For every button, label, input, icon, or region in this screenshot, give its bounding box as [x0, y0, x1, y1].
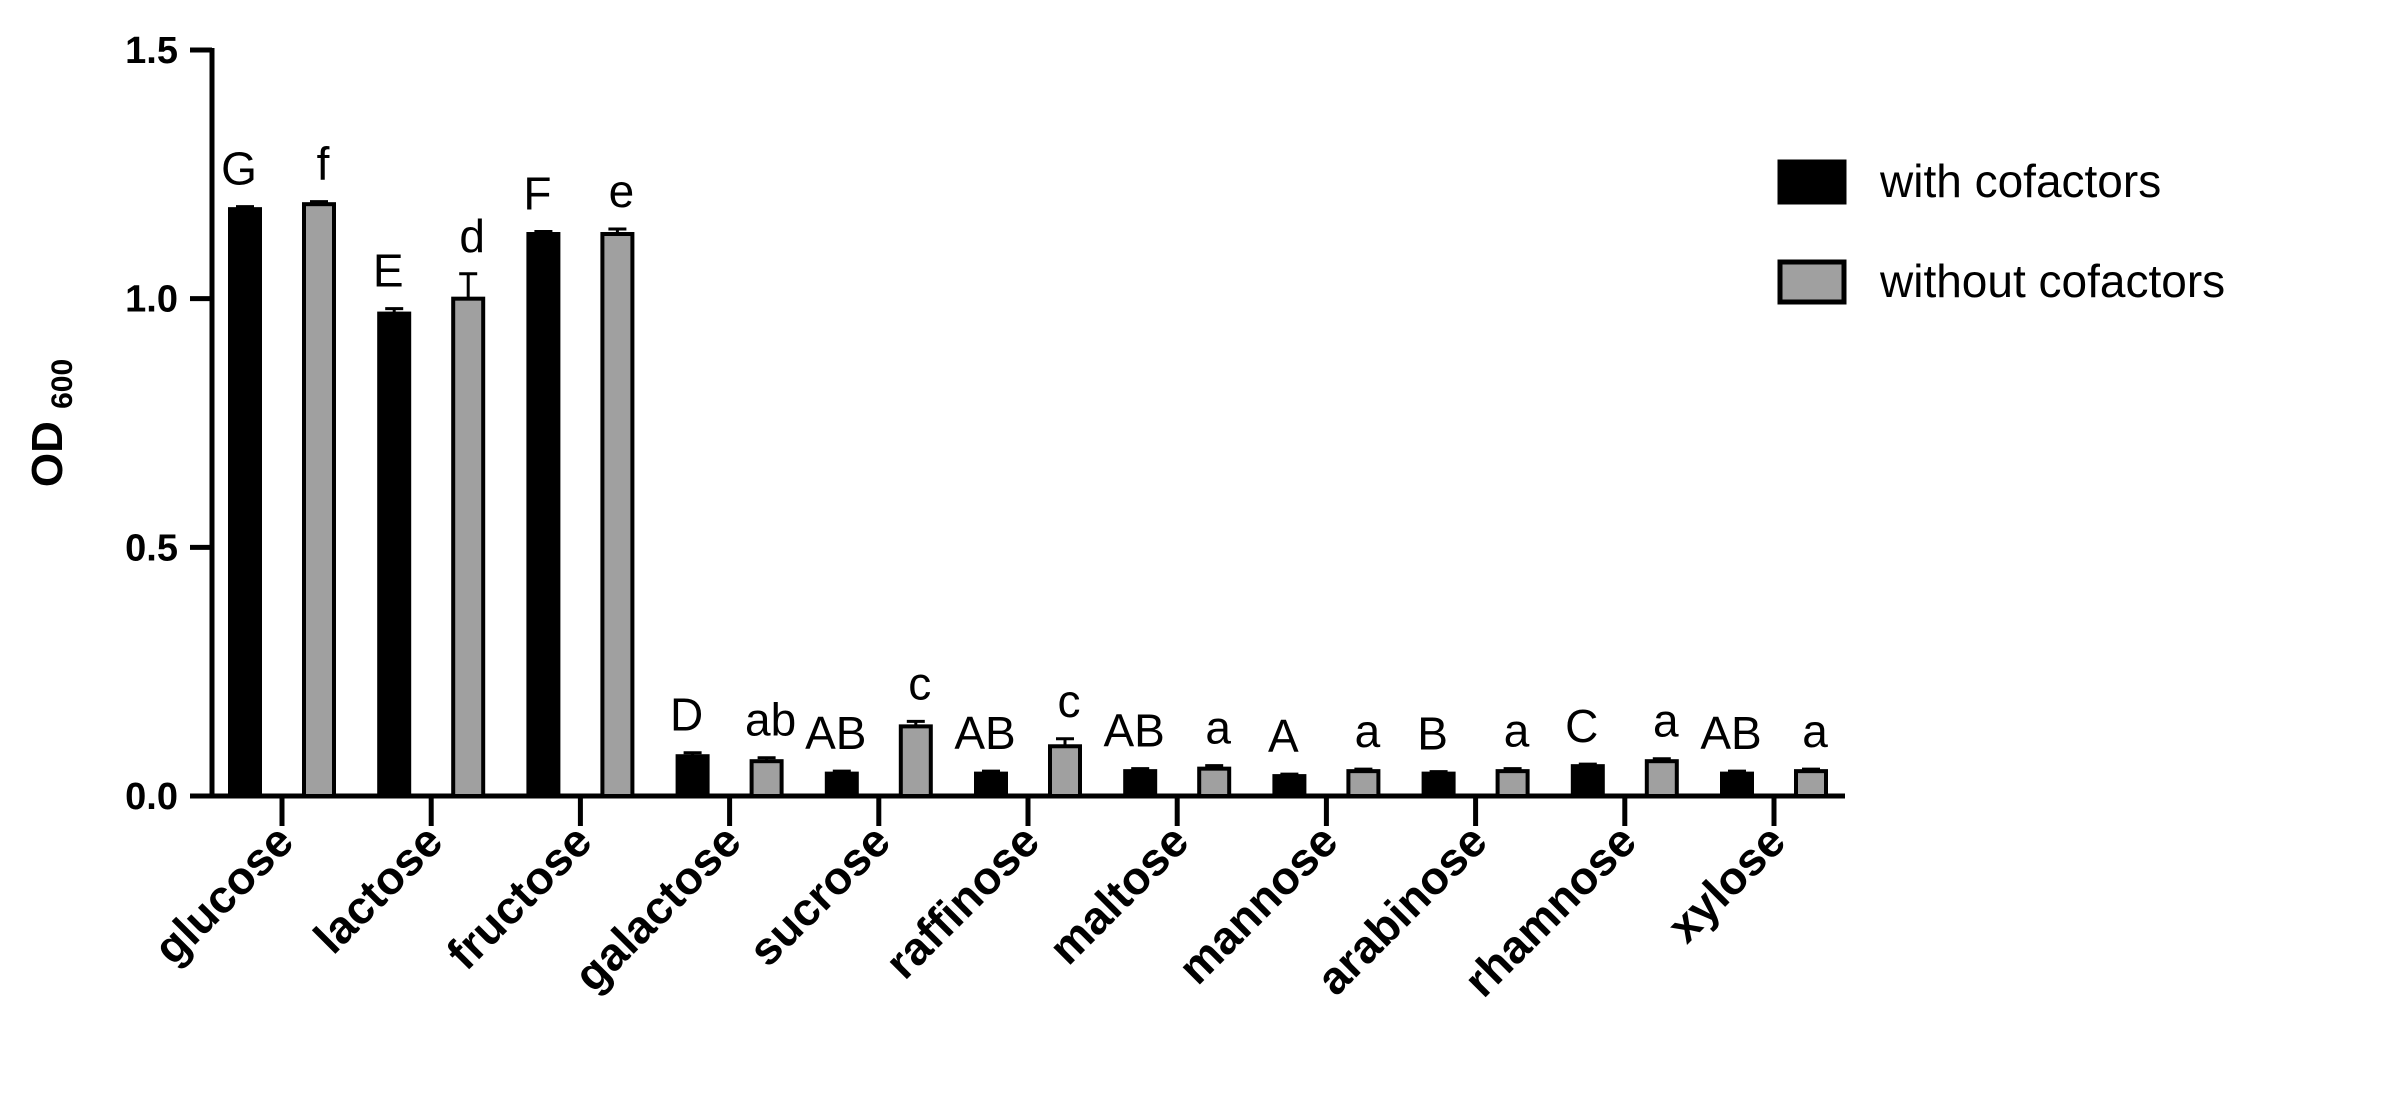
x-category-label: glucose	[143, 814, 303, 974]
significance-letter: B	[1417, 708, 1448, 760]
bar-with-cofactors	[526, 232, 561, 799]
significance-letter: d	[459, 210, 485, 262]
bar-without-cofactors	[1197, 766, 1232, 798]
significance-letter: ab	[745, 694, 796, 746]
bar-with-cofactors	[1123, 769, 1158, 799]
legend-swatch-with-cofactors	[1777, 159, 1847, 205]
significance-letter: D	[670, 689, 703, 741]
x-category-label: raffinose	[875, 814, 1049, 988]
bar-with-cofactors	[1272, 774, 1307, 799]
bar-without-cofactors	[451, 296, 486, 798]
bar-with-cofactors	[1570, 764, 1605, 798]
significance-letter: E	[373, 245, 404, 297]
significance-letter: c	[1058, 675, 1081, 727]
y-axis-title-main: OD	[23, 409, 72, 487]
significance-letter: f	[317, 138, 330, 190]
bar-with-cofactors	[1720, 771, 1754, 798]
bar-with-cofactors	[974, 771, 1008, 798]
bar-without-cofactors	[600, 232, 635, 799]
bar-with-cofactors	[228, 207, 262, 798]
bar-without-cofactors	[1048, 744, 1082, 798]
bar-without-cofactors	[898, 724, 933, 799]
significance-letter: C	[1565, 700, 1598, 752]
x-category-label: lactose	[303, 814, 452, 963]
significance-letter: a	[1355, 705, 1381, 757]
bar-group-xylose: AB a xylose	[1657, 705, 1828, 952]
significance-letter: e	[609, 165, 635, 217]
bar-with-cofactors	[377, 311, 412, 798]
bar-with-cofactors	[1421, 771, 1456, 798]
bar-without-cofactors	[749, 759, 784, 798]
bar-without-cofactors	[1794, 769, 1828, 799]
significance-letter: AB	[1700, 707, 1761, 759]
bar-without-cofactors	[1644, 759, 1679, 798]
bar-with-cofactors	[675, 754, 710, 798]
legend-label: without cofactors	[1879, 255, 2225, 307]
y-axis-title-subscript: 600	[46, 359, 79, 409]
y-axis-title: OD 600	[23, 359, 79, 487]
y-tick-label: 1.5	[125, 30, 178, 72]
significance-letter: c	[908, 657, 931, 709]
significance-letter: a	[1205, 702, 1231, 754]
x-category-label: xylose	[1657, 814, 1795, 952]
significance-letter: AB	[954, 707, 1015, 759]
bar-with-cofactors	[824, 771, 859, 798]
y-tick-label: 1.0	[125, 279, 178, 321]
significance-letter: F	[523, 168, 551, 220]
significance-letter: AB	[1104, 705, 1165, 757]
significance-letter: AB	[805, 707, 866, 759]
legend-swatch-without-cofactors	[1777, 259, 1847, 305]
significance-letter: A	[1268, 710, 1299, 762]
bar-without-cofactors	[1346, 769, 1381, 799]
y-tick-label: 0.5	[125, 527, 178, 569]
y-tick-label: 0.0	[125, 776, 178, 818]
significance-letter: a	[1653, 695, 1679, 747]
legend: with cofactors without cofactors	[1777, 155, 2225, 307]
bar-without-cofactors	[1495, 769, 1530, 799]
legend-label: with cofactors	[1879, 155, 2161, 207]
significance-letter: G	[221, 143, 257, 195]
bar-without-cofactors	[302, 202, 336, 798]
significance-letter: a	[1802, 705, 1828, 757]
significance-letter: a	[1504, 705, 1530, 757]
